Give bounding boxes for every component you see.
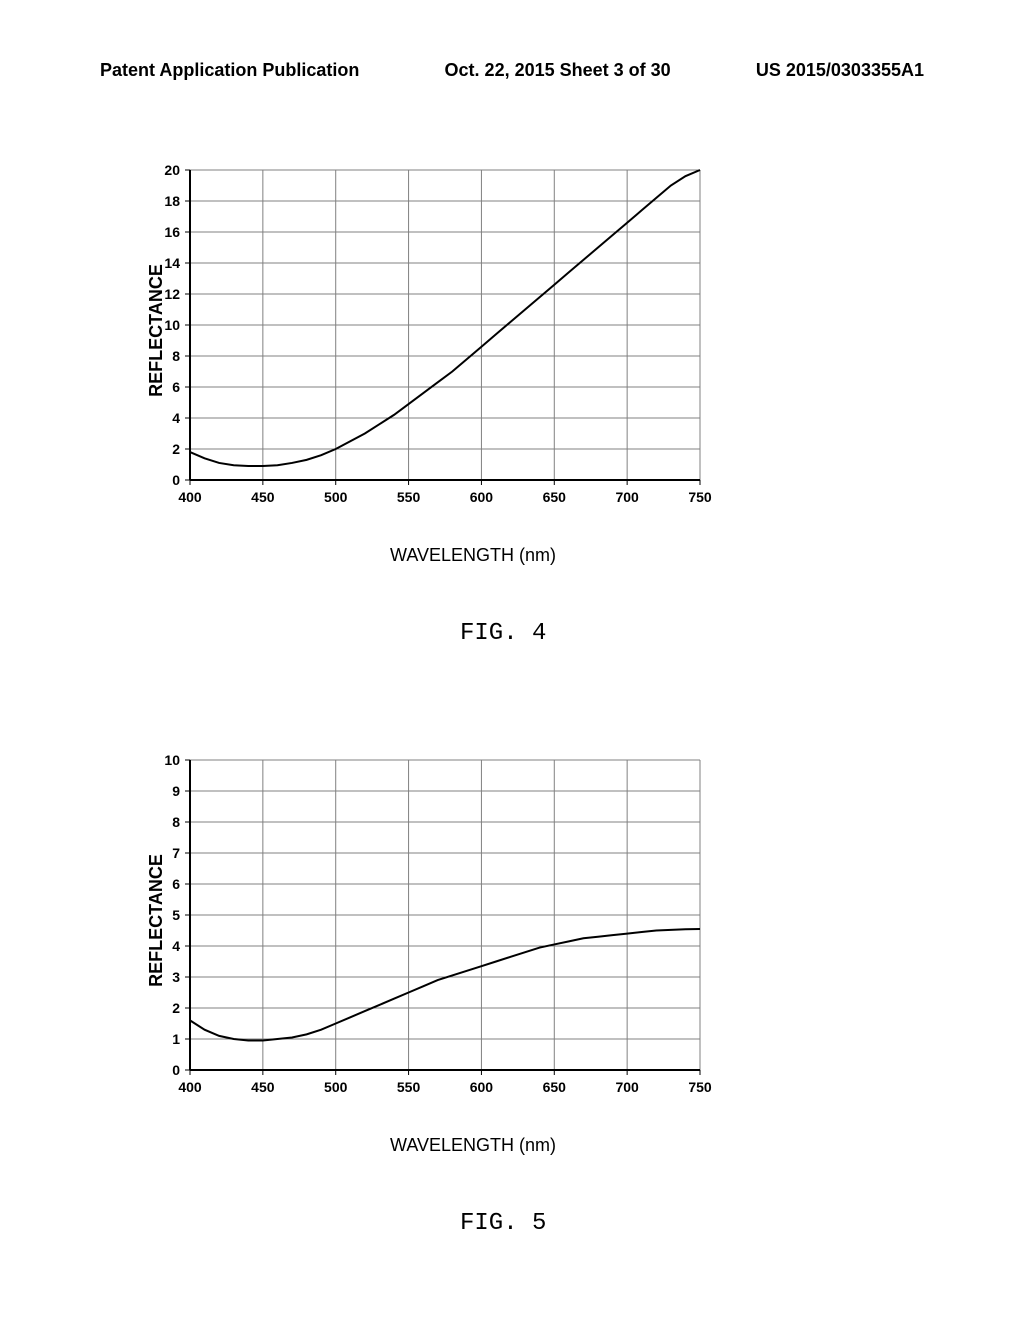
svg-text:750: 750 bbox=[688, 489, 712, 505]
svg-text:5: 5 bbox=[172, 907, 180, 923]
chart-fig5: 0 1 2 3 4 5 6 7 8 9 10 400 450 500 550 600 650 700 750 REF… bbox=[120, 740, 720, 1120]
header-center: Oct. 22, 2015 Sheet 3 of 30 bbox=[445, 60, 671, 81]
svg-text:500: 500 bbox=[324, 1079, 348, 1095]
svg-text:6: 6 bbox=[172, 876, 180, 892]
svg-text:700: 700 bbox=[615, 489, 639, 505]
svg-text:0: 0 bbox=[172, 472, 180, 488]
svg-text:400: 400 bbox=[178, 1079, 202, 1095]
svg-text:10: 10 bbox=[164, 752, 180, 768]
svg-text:4: 4 bbox=[172, 410, 180, 426]
chart2-svg: 0 1 2 3 4 5 6 7 8 9 10 400 450 500 550 600 650 700 750 bbox=[120, 740, 720, 1120]
svg-text:2: 2 bbox=[172, 441, 180, 457]
svg-text:6: 6 bbox=[172, 379, 180, 395]
svg-text:450: 450 bbox=[251, 1079, 275, 1095]
page-header: Patent Application Publication Oct. 22, … bbox=[0, 60, 1024, 81]
svg-text:500: 500 bbox=[324, 489, 348, 505]
svg-text:1: 1 bbox=[172, 1031, 180, 1047]
svg-text:650: 650 bbox=[543, 489, 567, 505]
svg-text:18: 18 bbox=[164, 193, 180, 209]
svg-text:8: 8 bbox=[172, 814, 180, 830]
svg-text:16: 16 bbox=[164, 224, 180, 240]
svg-text:600: 600 bbox=[470, 1079, 494, 1095]
fig4-label: FIG. 4 bbox=[460, 620, 546, 647]
svg-text:550: 550 bbox=[397, 1079, 421, 1095]
chart1-svg: 0246810121416182040045050055060065070075… bbox=[120, 150, 720, 530]
fig5-label: FIG. 5 bbox=[460, 1210, 546, 1237]
svg-text:8: 8 bbox=[172, 348, 180, 364]
svg-text:2: 2 bbox=[172, 1000, 180, 1016]
svg-text:20: 20 bbox=[164, 162, 180, 178]
svg-text:550: 550 bbox=[397, 489, 421, 505]
svg-text:650: 650 bbox=[543, 1079, 567, 1095]
svg-text:450: 450 bbox=[251, 489, 275, 505]
chart1-y-label: REFLECTANCE bbox=[146, 264, 167, 397]
svg-text:7: 7 bbox=[172, 845, 180, 861]
svg-text:700: 700 bbox=[615, 1079, 639, 1095]
header-right: US 2015/0303355A1 bbox=[756, 60, 924, 81]
svg-text:9: 9 bbox=[172, 783, 180, 799]
chart2-y-label: REFLECTANCE bbox=[146, 854, 167, 987]
svg-text:3: 3 bbox=[172, 969, 180, 985]
svg-text:750: 750 bbox=[688, 1079, 712, 1095]
header-left: Patent Application Publication bbox=[100, 60, 359, 81]
svg-text:600: 600 bbox=[470, 489, 494, 505]
chart-fig4: 0246810121416182040045050055060065070075… bbox=[120, 150, 720, 530]
chart1-x-label: WAVELENGTH (nm) bbox=[390, 545, 556, 566]
chart2-x-label: WAVELENGTH (nm) bbox=[390, 1135, 556, 1156]
svg-text:400: 400 bbox=[178, 489, 202, 505]
svg-text:4: 4 bbox=[172, 938, 180, 954]
svg-text:0: 0 bbox=[172, 1062, 180, 1078]
